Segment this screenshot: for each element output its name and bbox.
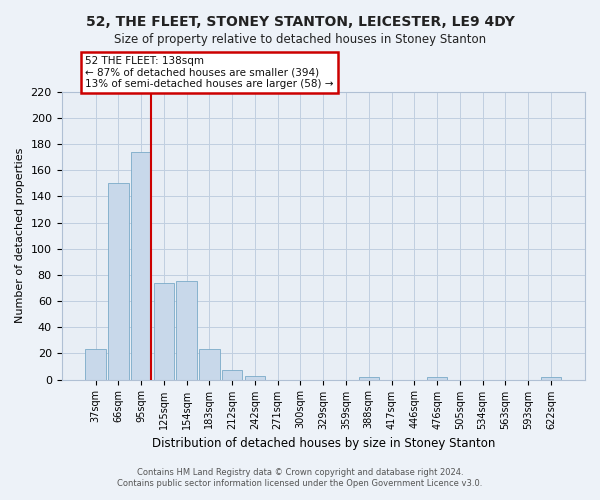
Text: 52 THE FLEET: 138sqm
← 87% of detached houses are smaller (394)
13% of semi-deta: 52 THE FLEET: 138sqm ← 87% of detached h… — [85, 56, 334, 89]
Y-axis label: Number of detached properties: Number of detached properties — [15, 148, 25, 324]
Bar — [245, 376, 265, 380]
Bar — [199, 350, 220, 380]
Bar — [176, 282, 197, 380]
Text: Contains HM Land Registry data © Crown copyright and database right 2024.
Contai: Contains HM Land Registry data © Crown c… — [118, 468, 482, 487]
Bar — [359, 377, 379, 380]
Bar — [108, 184, 128, 380]
Bar — [427, 377, 448, 380]
Bar — [541, 377, 561, 380]
Text: 52, THE FLEET, STONEY STANTON, LEICESTER, LE9 4DY: 52, THE FLEET, STONEY STANTON, LEICESTER… — [86, 15, 514, 29]
Text: Size of property relative to detached houses in Stoney Stanton: Size of property relative to detached ho… — [114, 32, 486, 46]
Bar — [154, 282, 174, 380]
Bar — [131, 152, 151, 380]
Bar — [222, 370, 242, 380]
Bar — [85, 350, 106, 380]
X-axis label: Distribution of detached houses by size in Stoney Stanton: Distribution of detached houses by size … — [152, 437, 495, 450]
